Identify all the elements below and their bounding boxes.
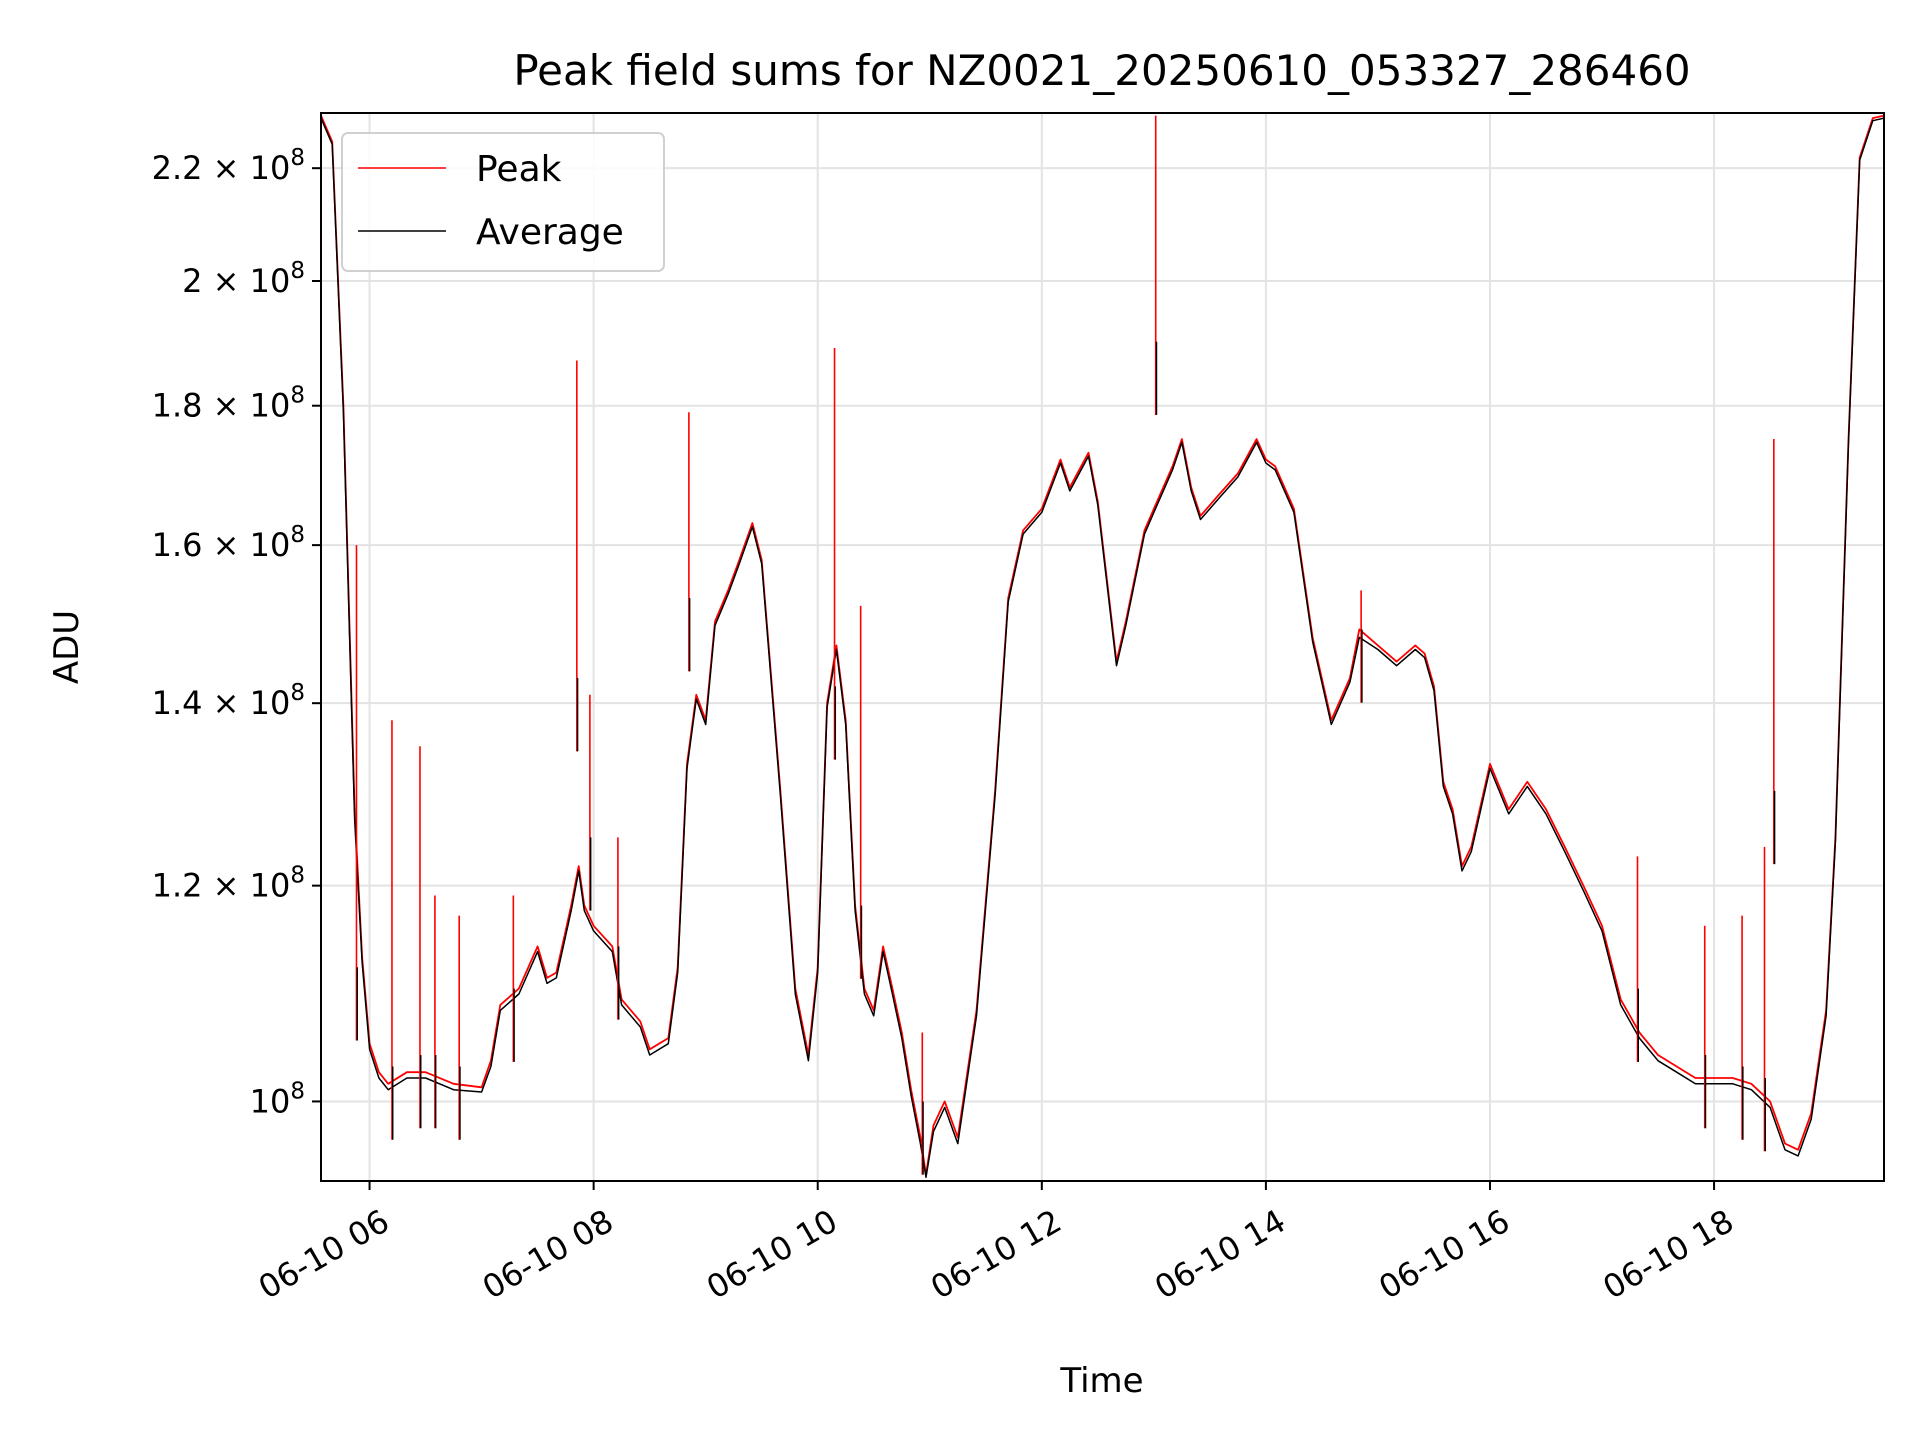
series-line-average	[321, 117, 1884, 1178]
y-tick-label: 2 × 108	[182, 258, 305, 300]
plot-frame	[320, 112, 1885, 1182]
legend: Peak Average	[341, 132, 665, 272]
y-tick-label: 1.8 × 108	[152, 383, 305, 425]
series-group	[321, 114, 1884, 1178]
chart-title: Peak field sums for NZ0021_20250610_0533…	[513, 46, 1690, 95]
x-axis-label: Time	[1059, 1361, 1143, 1401]
y-tick-label: 1.2 × 108	[152, 863, 305, 905]
legend-average-label: Average	[476, 212, 624, 253]
y-axis-label: ADU	[47, 610, 87, 684]
y-tick-label: 108	[250, 1078, 305, 1120]
y-tick-label: 2.2 × 108	[152, 145, 305, 187]
y-tick-label: 1.4 × 108	[152, 680, 305, 722]
plot-lines	[321, 114, 1884, 1178]
series-line-peak	[321, 114, 1884, 1176]
legend-peak-label: Peak	[476, 149, 562, 190]
y-tick-label: 1.6 × 108	[152, 522, 305, 564]
y-axis: 108 1.2 × 108 1.4 × 108 1.6 × 108 1.8 × 108 2…	[152, 145, 321, 1120]
